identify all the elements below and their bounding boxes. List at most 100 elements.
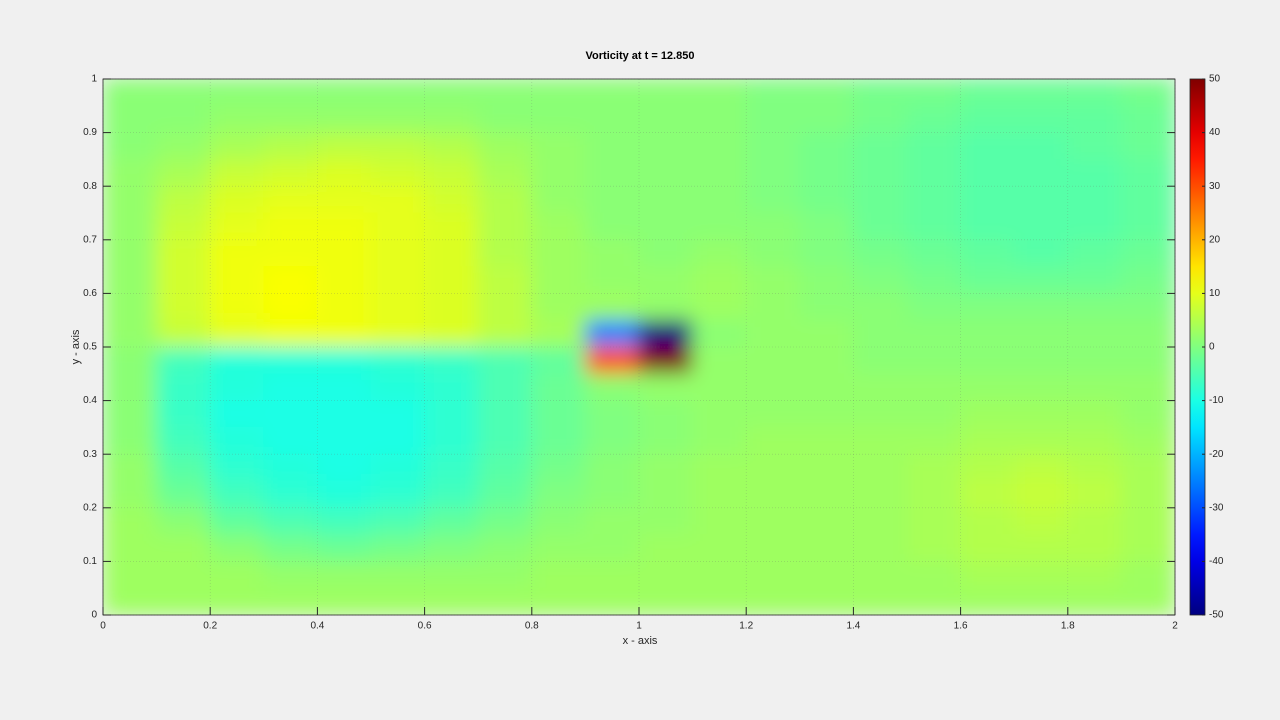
heatmap-cell [1067,105,1122,134]
x-tick-label: 1.4 [846,621,860,632]
heatmap-cell [1120,292,1175,321]
heatmap-cell [1120,346,1175,375]
heatmap-cell [1067,373,1122,402]
heatmap-cell [906,507,962,536]
heatmap-cell [692,480,747,509]
heatmap-cell [263,373,318,402]
heatmap-cell [209,480,265,509]
heatmap-cell [370,480,426,509]
heatmap-cell [692,507,747,536]
heatmap-cell [1120,480,1175,509]
heatmap-cell [531,426,586,455]
heatmap-cell [531,480,586,509]
heatmap [103,79,1175,615]
heatmap-cell [1067,346,1122,375]
heatmap-cell [584,400,640,428]
heatmap-cell [424,587,479,615]
heatmap-cell [477,346,533,375]
heatmap-cell [799,212,854,241]
heatmap-cell [692,266,747,294]
heatmap-cell [316,185,372,214]
heatmap-cell [477,239,533,268]
heatmap-cell [477,266,533,294]
heatmap-cell [745,453,801,482]
heatmap-cell [477,453,533,482]
heatmap-cell [799,400,854,428]
heatmap-cell [156,346,211,375]
heatmap-cell [1120,560,1175,589]
heatmap-cell [1013,426,1069,455]
heatmap-cell [370,79,426,107]
heatmap-cell [745,480,801,509]
heatmap-cell [1067,132,1122,160]
heatmap-cell [960,158,1015,187]
heatmap-cell [477,158,533,187]
heatmap-cell [531,132,586,160]
heatmap-cell [424,185,479,214]
heatmap-cell [370,292,426,321]
heatmap-cell [584,158,640,187]
heatmap-cell [263,158,318,187]
heatmap-cell [1013,292,1069,321]
heatmap-cell [745,507,801,536]
heatmap-cell [316,560,372,589]
heatmap-cell [1013,79,1069,107]
heatmap-cell [584,79,640,107]
heatmap-cell [370,453,426,482]
colorbar-tick-label: 40 [1209,127,1221,138]
heatmap-cell [477,292,533,321]
heatmap-cell [852,239,908,268]
y-tick-label: 1 [91,74,97,85]
heatmap-cell [852,346,908,375]
x-tick-label: 0.2 [203,621,217,632]
heatmap-cell [584,185,640,214]
heatmap-cell [156,507,211,536]
heatmap-cell [906,534,962,562]
heatmap-cell [960,587,1015,615]
heatmap-cell [692,319,747,348]
heatmap-cell [370,132,426,160]
heatmap-cell [692,373,747,402]
heatmap-cell [531,266,586,294]
heatmap-cell [156,158,211,187]
heatmap-cell [263,319,318,348]
heatmap-cell [960,319,1015,348]
heatmap-cell [638,266,694,294]
heatmap-cell [370,239,426,268]
heatmap-cell [852,292,908,321]
heatmap-cell [263,426,318,455]
heatmap-cell [477,560,533,589]
heatmap-cell [852,158,908,187]
heatmap-cell [477,480,533,509]
heatmap-cell [906,266,962,294]
heatmap-cell [424,212,479,241]
heatmap-cell [960,79,1015,107]
heatmap-cell [906,239,962,268]
heatmap-cell [263,453,318,482]
heatmap-cell [424,79,479,107]
heatmap-cell [799,480,854,509]
heatmap-cell [370,158,426,187]
heatmap-cell [370,587,426,615]
heatmap-cell [1013,400,1069,428]
heatmap-cell [1013,266,1069,294]
heatmap-cell [209,426,265,455]
heatmap-cell [960,534,1015,562]
heatmap-cell [103,560,158,589]
heatmap-cell [1013,132,1069,160]
heatmap-cell [531,346,586,375]
heatmap-cell [477,507,533,536]
heatmap-cell [745,185,801,214]
heatmap-cell [477,185,533,214]
heatmap-cell [745,292,801,321]
heatmap-cell [156,266,211,294]
heatmap-cell [745,158,801,187]
heatmap-cell [638,426,694,455]
heatmap-cell [638,132,694,160]
heatmap-cell [370,185,426,214]
heatmap-cell [692,346,747,375]
heatmap-cell [477,587,533,615]
heatmap-cell [1120,239,1175,268]
heatmap-cell [370,534,426,562]
heatmap-cell [424,400,479,428]
